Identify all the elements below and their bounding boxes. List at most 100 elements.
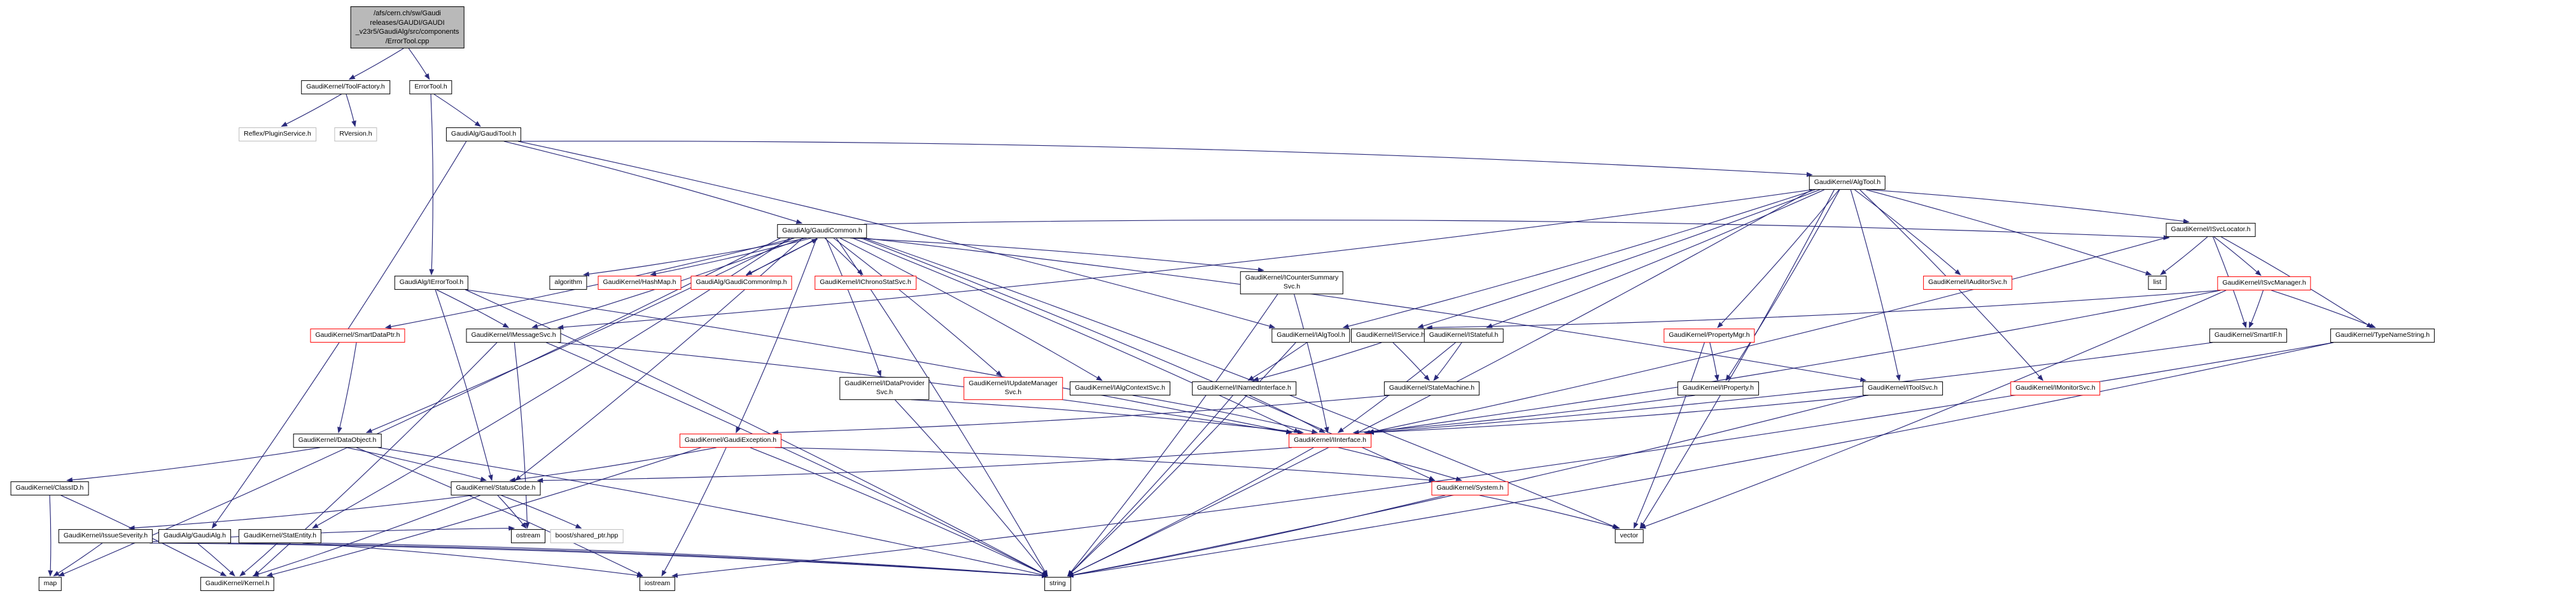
include-edge-gaudicommon-iinterface (852, 238, 1301, 434)
include-edge-algtool-iauditorsvc (1854, 189, 1961, 276)
graph-node-istateful[interactable]: GaudiKernel/IStateful.h (1424, 329, 1504, 343)
graph-node-ichronostatsvc[interactable]: GaudiKernel/IChronoStatSvc.h (815, 276, 916, 290)
graph-node-iinterface[interactable]: GaudiKernel/IInterface.h (1289, 434, 1371, 448)
graph-node-vector[interactable]: vector (1614, 529, 1644, 543)
include-edge-algtool-imessagesvc (557, 189, 1812, 330)
include-edge-dataobject-classid (66, 447, 320, 483)
include-edge-iinterface-system (1338, 447, 1462, 481)
graph-node-smartdataptr[interactable]: GaudiKernel/SmartDataPtr.h (310, 329, 405, 343)
graph-node-isvclocator[interactable]: GaudiKernel/ISvcLocator.h (2166, 223, 2256, 237)
include-edge-ialgcontextsvc-iinterface (1132, 395, 1319, 434)
include-edge-propertymgr-vector (1634, 342, 1705, 529)
include-edge-algtool-iservice (1417, 189, 1821, 329)
include-edge-isvcmanager-smartif (2248, 290, 2264, 329)
graph-node-imessagesvc[interactable]: GaudiKernel/IMessageSvc.h (466, 329, 561, 343)
include-edge-gaudicommon-isvclocator (864, 219, 2170, 240)
graph-node-idataprovidersvc[interactable]: GaudiKernel/IDataProvider Svc.h (839, 377, 930, 400)
include-edge-algtool-istateful (1486, 189, 1825, 329)
include-edge-algtool-isvclocator (1869, 189, 2190, 224)
include-edge-gaudiexception-kernel (266, 447, 701, 578)
graph-node-iproperty[interactable]: GaudiKernel/IProperty.h (1677, 381, 1759, 395)
graph-node-algtool[interactable]: GaudiKernel/AlgTool.h (1809, 176, 1886, 190)
include-edge-ialgtool-string (1067, 342, 1296, 577)
include-edge-statuscode-issueseverity (128, 495, 473, 530)
graph-node-propertymgr[interactable]: GaudiKernel/PropertyMgr.h (1663, 329, 1755, 343)
include-edge-iservice-inamedinterface (1252, 342, 1382, 382)
graph-node-gaudicommon[interactable]: GaudiAlg/GaudiCommon.h (777, 224, 867, 238)
include-edge-statentity-kernel (239, 543, 278, 577)
include-edge-istateful-statemachine (1433, 342, 1462, 381)
include-edge-ierrortool-statuscode (435, 289, 493, 481)
include-edge-smartdataptr-dataobject (337, 342, 357, 434)
graph-node-algorithm[interactable]: algorithm (549, 276, 587, 290)
graph-node-map[interactable]: map (38, 577, 62, 591)
include-edge-ierrortool-iinterface (465, 289, 1293, 434)
include-edge-icountersummarysvc-iinterface (1294, 294, 1329, 434)
graph-node-imonitorsvc[interactable]: GaudiKernel/IMonitorSvc.h (2010, 381, 2101, 395)
graph-node-icountersummarysvc[interactable]: GaudiKernel/ICounterSummary Svc.h (1240, 271, 1344, 294)
graph-node-statemachine[interactable]: GaudiKernel/StateMachine.h (1383, 381, 1480, 395)
graph-node-inamedinterface[interactable]: GaudiKernel/INamedInterface.h (1192, 381, 1296, 395)
graph-node-ialgtool[interactable]: GaudiKernel/IAlgTool.h (1271, 329, 1350, 343)
graph-node-iupdatemanagersvc[interactable]: GaudiKernel/IUpdateManager Svc.h (963, 377, 1063, 400)
graph-node-ostream[interactable]: ostream (511, 529, 545, 543)
include-edge-statentity-string (318, 543, 1049, 578)
graph-node-ialgcontextsvc[interactable]: GaudiKernel/IAlgContextSvc.h (1070, 381, 1170, 395)
include-edge-algtool-itoolsvc (1850, 189, 1901, 381)
graph-node-gaudiexception[interactable]: GaudiKernel/GaudiException.h (679, 434, 782, 448)
graph-node-dataobject[interactable]: GaudiKernel/DataObject.h (293, 434, 382, 448)
include-edge-algtool-vector (1639, 189, 1835, 529)
include-edge-dataobject-iostream (356, 447, 643, 577)
graph-node-ierrortool[interactable]: GaudiAlg/IErrorTool.h (394, 276, 469, 290)
include-edge-gaudicommon-statuscode (515, 238, 803, 481)
graph-node-toolfactory[interactable]: GaudiKernel/ToolFactory.h (301, 80, 390, 94)
include-edge-gaudialg_h-kernel (197, 543, 235, 577)
graph-node-gaudicommonimp[interactable]: GaudiAlg/GaudiCommonImp.h (690, 276, 792, 290)
graph-node-rversion: RVersion.h (334, 127, 377, 141)
include-edge-inamedinterface-iinterface (1249, 395, 1326, 434)
graph-node-smartif[interactable]: GaudiKernel/SmartIF.h (2209, 329, 2288, 343)
graph-node-string[interactable]: string (1044, 577, 1071, 591)
include-edge-inamedinterface-string (1067, 395, 1233, 577)
include-edge-classid-map (48, 495, 53, 577)
include-edge-issueseverity-string (150, 543, 1049, 578)
graph-node-hashmap[interactable]: GaudiKernel/HashMap.h (598, 276, 682, 290)
include-edge-itoolsvc-iinterface (1364, 395, 1869, 436)
include-edge-statemachine-gaudiexception (772, 395, 1390, 436)
include-edge-gaudicommon-hashmap (650, 238, 811, 276)
include-edge-iservice-statemachine (1392, 342, 1430, 381)
graph-node-errortool_h[interactable]: ErrorTool.h (409, 80, 452, 94)
include-edge-dataobject-string (378, 447, 1049, 578)
graph-node-boost_shared_ptr: boost/shared_ptr.hpp (550, 529, 624, 543)
graph-node-iostream[interactable]: iostream (639, 577, 676, 591)
graph-node-gaudialg_h[interactable]: GaudiAlg/GaudiAlg.h (158, 529, 232, 543)
graph-node-list[interactable]: list (2148, 276, 2167, 290)
include-edge-gauditool-gaudicommon (503, 141, 803, 224)
graph-node-isvcmanager[interactable]: GaudiKernel/ISvcManager.h (2217, 276, 2311, 290)
graph-node-iservice[interactable]: GaudiKernel/IService.h (1351, 329, 1430, 343)
include-edge-gaudicommon-itoolsvc (864, 238, 1867, 382)
include-edge-toolfactory-rversion (346, 94, 356, 127)
graph-node-itoolsvc[interactable]: GaudiKernel/IToolSvc.h (1863, 381, 1943, 395)
graph-node-kernel[interactable]: GaudiKernel/Kernel.h (200, 577, 275, 591)
include-edge-isvclocator-list (2160, 236, 2208, 276)
include-edge-gaudicommon-idataprovidersvc (825, 238, 881, 377)
include-edge-statuscode-ostream (497, 495, 527, 529)
include-edge-algtool-ialgtool (1342, 189, 1816, 329)
include-edge-gaudicommon-gaudiexception (736, 238, 817, 434)
include-edge-statuscode-boost_shared_ptr (501, 495, 582, 529)
graph-node-system[interactable]: GaudiKernel/System.h (1431, 481, 1509, 495)
graph-node-issueseverity[interactable]: GaudiKernel/IssueSeverity.h (58, 529, 153, 543)
include-edge-iproperty-iinterface (1352, 395, 1695, 435)
graph-node-iauditorsvc[interactable]: GaudiKernel/IAuditorSvc.h (1923, 276, 2012, 290)
graph-node-typenamestring[interactable]: GaudiKernel/TypeNameString.h (2330, 329, 2435, 343)
graph-node-classid[interactable]: GaudiKernel/ClassID.h (10, 481, 89, 495)
graph-node-statentity[interactable]: GaudiKernel/StatEntity.h (238, 529, 322, 543)
include-edge-gaudicommon-smartdataptr (384, 238, 795, 329)
graph-node-root: /afs/cern.ch/sw/Gaudi releases/GAUDI/GAU… (350, 6, 465, 49)
graph-node-statuscode[interactable]: GaudiKernel/StatusCode.h (451, 481, 541, 495)
graph-node-gauditool[interactable]: GaudiAlg/GaudiTool.h (445, 127, 522, 141)
include-edge-idataprovidersvc-string (894, 399, 1048, 577)
